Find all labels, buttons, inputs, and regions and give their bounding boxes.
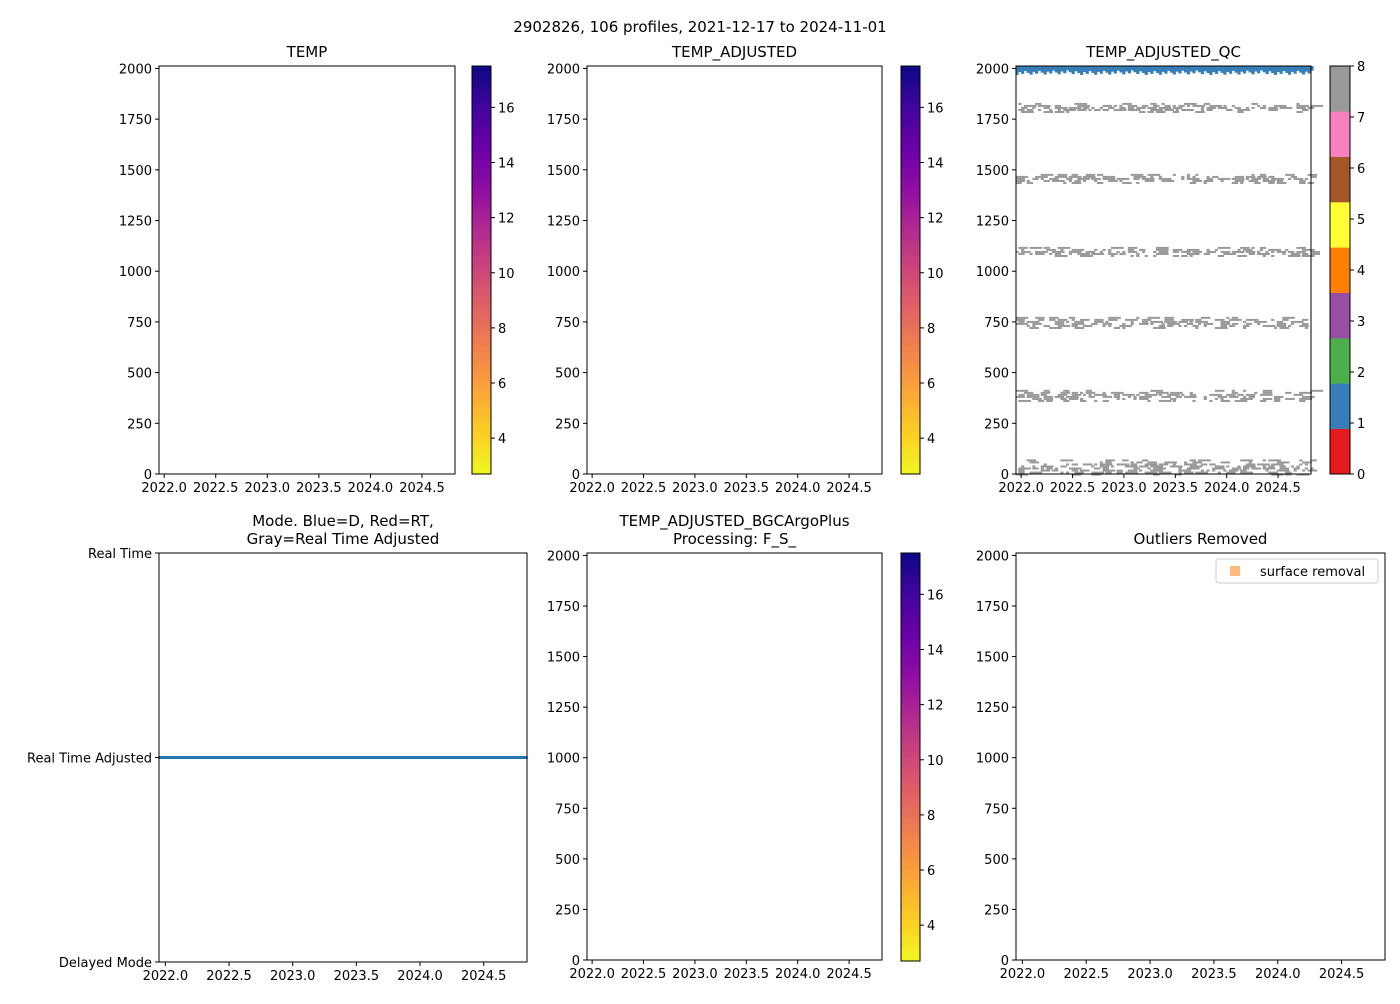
figure-title: 2902826, 106 profiles, 2021-12-17 to 202… [513,18,886,36]
